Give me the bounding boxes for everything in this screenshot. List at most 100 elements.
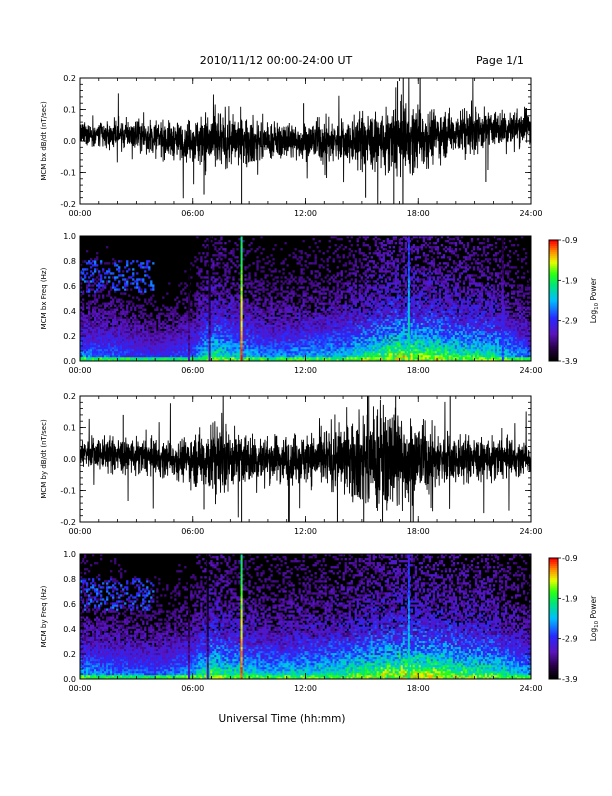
spectrogram-cell: [335, 307, 337, 309]
spectrogram-cell: [244, 309, 246, 311]
spectrogram-cell: [274, 357, 276, 359]
spectrogram-cell: [102, 319, 104, 321]
spectrogram-cell: [192, 341, 194, 343]
spectrogram-cell: [309, 317, 311, 319]
spectrogram-cell: [176, 349, 178, 351]
spectrogram-cell: [262, 343, 264, 345]
spectrogram-cell: [206, 343, 208, 345]
spectrogram-cell: [280, 353, 282, 355]
spectrogram-cell: [114, 260, 116, 262]
spectrogram-cell: [126, 313, 128, 315]
spectrogram-cell: [134, 309, 136, 311]
spectrogram-cell: [238, 299, 240, 301]
spectrogram-cell: [202, 313, 204, 315]
spectrogram-cell: [254, 311, 256, 313]
spectrogram-cell: [349, 333, 351, 335]
spectrogram-cell: [168, 341, 170, 343]
spectrogram-cell: [136, 327, 138, 329]
spectrogram-cell: [327, 258, 329, 260]
spectrogram-cell: [268, 313, 270, 315]
spectrogram-cell: [276, 276, 278, 278]
spectrogram-cell: [170, 345, 172, 347]
spectrogram-cell: [192, 337, 194, 339]
spectrogram-cell: [172, 349, 174, 351]
spectrogram-cell: [216, 325, 218, 327]
spectrogram-cell: [88, 305, 90, 307]
spectrogram-cell: [300, 357, 302, 359]
spectrogram-cell: [248, 278, 250, 280]
spectrogram-cell: [218, 311, 220, 313]
spectrogram-cell: [317, 319, 319, 321]
spectrogram-cell: [114, 319, 116, 321]
spectrogram-cell: [94, 313, 96, 315]
spectrogram-cell: [196, 329, 198, 331]
spectrogram-cell: [363, 337, 365, 339]
spectrogram-cell: [138, 355, 140, 357]
spectrogram-cell: [250, 329, 252, 331]
spectrogram-cell: [343, 256, 345, 258]
spectrogram-cell: [359, 307, 361, 309]
spectrogram-cell: [154, 353, 156, 355]
spectrogram-cell: [86, 343, 88, 345]
spectrogram-cell: [206, 288, 208, 290]
spectrogram-cell: [248, 321, 250, 323]
spectrogram-cell: [118, 299, 120, 301]
spectrogram-cell: [282, 345, 284, 347]
spectrogram-cell: [102, 321, 104, 323]
spectrogram-cell: [164, 307, 166, 309]
spectrogram-cell: [196, 355, 198, 357]
spectrogram-cell: [325, 357, 327, 359]
spectrogram-cell: [252, 319, 254, 321]
spectrogram-cell: [218, 357, 220, 359]
spectrogram-cell: [94, 343, 96, 345]
spectrogram-cell: [317, 349, 319, 351]
spectrogram-cell: [196, 353, 198, 355]
spectrogram-cell: [120, 349, 122, 351]
spectrogram-cell: [124, 343, 126, 345]
spectrogram-cell: [313, 337, 315, 339]
spectrogram-cell: [172, 333, 174, 335]
spectrogram-cell: [307, 292, 309, 294]
spectrogram-cell: [300, 258, 302, 260]
spectrogram-cell: [108, 313, 110, 315]
spectrogram-cell: [321, 331, 323, 333]
spectrogram-cell: [84, 347, 86, 349]
spectrogram-cell: [132, 315, 134, 317]
spectrogram-cell: [88, 335, 90, 337]
spectrogram-cell: [110, 323, 112, 325]
spectrogram-cell: [298, 351, 300, 353]
spectrogram-cell: [120, 317, 122, 319]
spectrogram-cell: [168, 351, 170, 353]
spectrogram-cell: [337, 329, 339, 331]
spectrogram-cell: [194, 260, 196, 262]
spectrogram-cell: [363, 315, 365, 317]
spectrogram-cell: [118, 343, 120, 345]
spectrogram-cell: [206, 325, 208, 327]
spectrogram-cell: [365, 313, 367, 315]
spectrogram-cell: [202, 252, 204, 254]
spectrogram-cell: [260, 321, 262, 323]
spectrogram-cell: [248, 335, 250, 337]
spectrogram-cell: [264, 329, 266, 331]
spectrogram-cell: [361, 333, 363, 335]
spectrogram-cell: [329, 329, 331, 331]
spectrogram-cell: [204, 276, 206, 278]
spectrogram-cell: [311, 301, 313, 303]
spectrogram-cell: [300, 309, 302, 311]
spectrogram-cell: [234, 309, 236, 311]
spectrogram-cell: [132, 260, 134, 262]
spectrogram-cell: [305, 260, 307, 262]
spectrogram-cell: [274, 339, 276, 341]
spectrogram-cell: [315, 323, 317, 325]
spectrogram-cell: [294, 343, 296, 345]
spectrogram-cell: [355, 309, 357, 311]
spectrogram-cell: [130, 353, 132, 355]
spectrogram-cell: [206, 339, 208, 341]
spectrogram-cell: [319, 343, 321, 345]
spectrogram-cell: [329, 343, 331, 345]
spectrogram-cell: [250, 357, 252, 359]
spectrogram-cell: [120, 337, 122, 339]
spectrogram-cell: [86, 347, 88, 349]
spectrogram-cell: [150, 325, 152, 327]
